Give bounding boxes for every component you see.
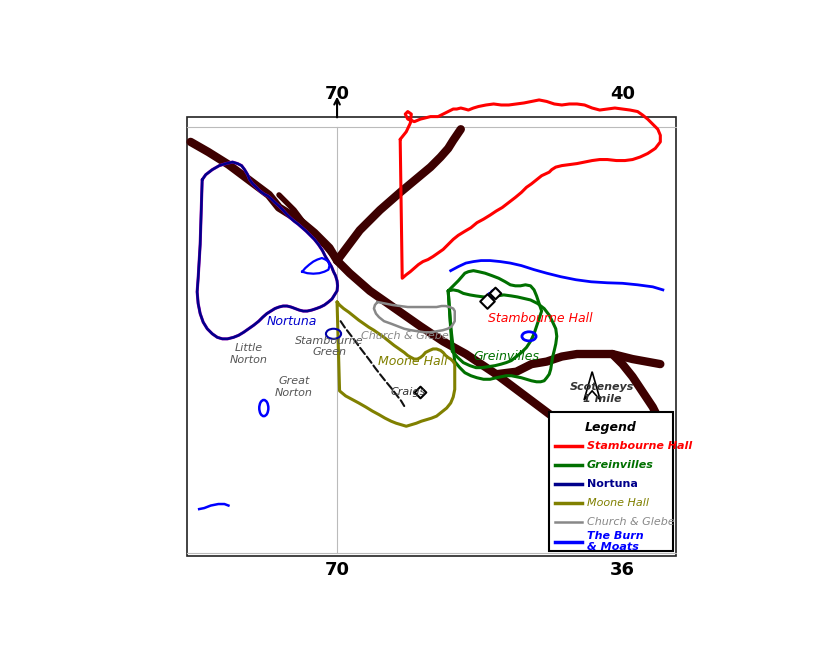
Text: Greinvilles: Greinvilles	[473, 350, 539, 363]
Point	[488, 288, 501, 298]
Point	[480, 296, 494, 306]
Text: Great
Norton: Great Norton	[276, 376, 313, 398]
Text: 70: 70	[324, 561, 349, 579]
Text: Stambourne Hall: Stambourne Hall	[587, 441, 692, 451]
Text: The Burn
& Moats: The Burn & Moats	[587, 531, 643, 552]
Text: Moone Hall: Moone Hall	[587, 499, 649, 508]
Text: Stambourne Hall: Stambourne Hall	[488, 312, 593, 325]
Text: Nortuna: Nortuna	[266, 315, 317, 328]
Text: Craigs: Craigs	[390, 387, 425, 397]
Text: Stambourne
Green: Stambourne Green	[295, 336, 364, 358]
Text: 40: 40	[610, 85, 635, 103]
Text: 36: 36	[610, 561, 635, 579]
Text: Legend: Legend	[585, 421, 637, 434]
Text: 70: 70	[324, 85, 349, 103]
Bar	[549, 412, 673, 551]
Point	[413, 386, 427, 397]
Text: Church & Glebe: Church & Glebe	[361, 331, 449, 341]
Text: Moone Hall: Moone Hall	[378, 355, 448, 368]
Text: Scoteneys
1 mile: Scoteneys 1 mile	[570, 382, 634, 403]
Bar	[187, 117, 676, 556]
Text: Greinvilles: Greinvilles	[587, 460, 654, 470]
Text: Nortuna: Nortuna	[587, 480, 638, 489]
Text: Little
Norton: Little Norton	[229, 343, 268, 365]
Text: Church & Glebe: Church & Glebe	[587, 518, 675, 527]
